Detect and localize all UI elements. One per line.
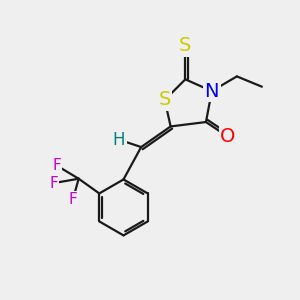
Text: F: F	[52, 158, 61, 173]
Text: O: O	[220, 127, 236, 146]
Text: N: N	[205, 82, 219, 100]
Text: H: H	[113, 131, 125, 149]
Text: F: F	[68, 192, 77, 207]
Text: S: S	[179, 36, 191, 55]
Text: S: S	[158, 90, 171, 110]
Text: F: F	[49, 176, 58, 190]
